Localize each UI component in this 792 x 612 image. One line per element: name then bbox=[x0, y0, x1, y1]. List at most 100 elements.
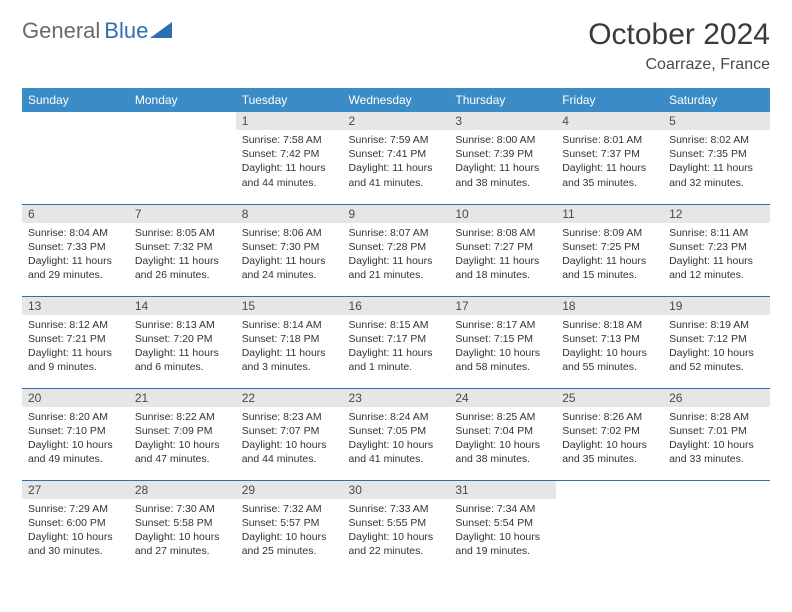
weekday-header: Saturday bbox=[663, 88, 770, 112]
day-number: 12 bbox=[663, 205, 770, 223]
logo: GeneralBlue bbox=[22, 18, 172, 44]
calendar-row: 6Sunrise: 8:04 AMSunset: 7:33 PMDaylight… bbox=[22, 204, 770, 296]
day-number: 20 bbox=[22, 389, 129, 407]
day-body: Sunrise: 7:59 AMSunset: 7:41 PMDaylight:… bbox=[343, 130, 450, 196]
calendar-cell: 16Sunrise: 8:15 AMSunset: 7:17 PMDayligh… bbox=[343, 296, 450, 388]
day-body: Sunrise: 8:07 AMSunset: 7:28 PMDaylight:… bbox=[343, 223, 450, 289]
day-number: 7 bbox=[129, 205, 236, 223]
day-number: 25 bbox=[556, 389, 663, 407]
day-number: 10 bbox=[449, 205, 556, 223]
day-body: Sunrise: 8:28 AMSunset: 7:01 PMDaylight:… bbox=[663, 407, 770, 473]
calendar-cell: 31Sunrise: 7:34 AMSunset: 5:54 PMDayligh… bbox=[449, 480, 556, 572]
logo-text-general: General bbox=[22, 18, 100, 44]
header: GeneralBlue October 2024 Coarraze, Franc… bbox=[22, 18, 770, 74]
calendar-empty-cell bbox=[556, 480, 663, 572]
day-body: Sunrise: 7:58 AMSunset: 7:42 PMDaylight:… bbox=[236, 130, 343, 196]
weekday-header: Thursday bbox=[449, 88, 556, 112]
triangle-icon bbox=[150, 20, 172, 43]
day-body: Sunrise: 8:04 AMSunset: 7:33 PMDaylight:… bbox=[22, 223, 129, 289]
day-body: Sunrise: 8:09 AMSunset: 7:25 PMDaylight:… bbox=[556, 223, 663, 289]
day-body: Sunrise: 8:12 AMSunset: 7:21 PMDaylight:… bbox=[22, 315, 129, 381]
day-number: 1 bbox=[236, 112, 343, 130]
day-body: Sunrise: 8:24 AMSunset: 7:05 PMDaylight:… bbox=[343, 407, 450, 473]
day-number: 6 bbox=[22, 205, 129, 223]
day-number: 26 bbox=[663, 389, 770, 407]
day-number: 15 bbox=[236, 297, 343, 315]
calendar-cell: 1Sunrise: 7:58 AMSunset: 7:42 PMDaylight… bbox=[236, 112, 343, 204]
day-body: Sunrise: 8:00 AMSunset: 7:39 PMDaylight:… bbox=[449, 130, 556, 196]
calendar-cell: 10Sunrise: 8:08 AMSunset: 7:27 PMDayligh… bbox=[449, 204, 556, 296]
day-number: 11 bbox=[556, 205, 663, 223]
calendar-cell: 8Sunrise: 8:06 AMSunset: 7:30 PMDaylight… bbox=[236, 204, 343, 296]
day-number: 14 bbox=[129, 297, 236, 315]
calendar-cell: 14Sunrise: 8:13 AMSunset: 7:20 PMDayligh… bbox=[129, 296, 236, 388]
calendar-cell: 21Sunrise: 8:22 AMSunset: 7:09 PMDayligh… bbox=[129, 388, 236, 480]
day-number: 30 bbox=[343, 481, 450, 499]
day-number: 29 bbox=[236, 481, 343, 499]
day-number: 23 bbox=[343, 389, 450, 407]
day-body: Sunrise: 8:15 AMSunset: 7:17 PMDaylight:… bbox=[343, 315, 450, 381]
calendar-row: 20Sunrise: 8:20 AMSunset: 7:10 PMDayligh… bbox=[22, 388, 770, 480]
calendar-cell: 3Sunrise: 8:00 AMSunset: 7:39 PMDaylight… bbox=[449, 112, 556, 204]
calendar-row: 27Sunrise: 7:29 AMSunset: 6:00 PMDayligh… bbox=[22, 480, 770, 572]
day-body: Sunrise: 8:06 AMSunset: 7:30 PMDaylight:… bbox=[236, 223, 343, 289]
calendar-cell: 18Sunrise: 8:18 AMSunset: 7:13 PMDayligh… bbox=[556, 296, 663, 388]
day-number: 8 bbox=[236, 205, 343, 223]
calendar-cell: 26Sunrise: 8:28 AMSunset: 7:01 PMDayligh… bbox=[663, 388, 770, 480]
calendar-cell: 15Sunrise: 8:14 AMSunset: 7:18 PMDayligh… bbox=[236, 296, 343, 388]
title-block: October 2024 Coarraze, France bbox=[588, 18, 770, 74]
day-body: Sunrise: 8:19 AMSunset: 7:12 PMDaylight:… bbox=[663, 315, 770, 381]
day-number: 17 bbox=[449, 297, 556, 315]
day-body: Sunrise: 8:14 AMSunset: 7:18 PMDaylight:… bbox=[236, 315, 343, 381]
calendar-cell: 20Sunrise: 8:20 AMSunset: 7:10 PMDayligh… bbox=[22, 388, 129, 480]
day-number: 21 bbox=[129, 389, 236, 407]
day-body: Sunrise: 8:26 AMSunset: 7:02 PMDaylight:… bbox=[556, 407, 663, 473]
location: Coarraze, France bbox=[588, 56, 770, 74]
day-number: 5 bbox=[663, 112, 770, 130]
day-number: 13 bbox=[22, 297, 129, 315]
calendar-cell: 17Sunrise: 8:17 AMSunset: 7:15 PMDayligh… bbox=[449, 296, 556, 388]
day-number: 18 bbox=[556, 297, 663, 315]
weekday-header: Monday bbox=[129, 88, 236, 112]
weekday-header: Wednesday bbox=[343, 88, 450, 112]
calendar-cell: 11Sunrise: 8:09 AMSunset: 7:25 PMDayligh… bbox=[556, 204, 663, 296]
calendar-table: SundayMondayTuesdayWednesdayThursdayFrid… bbox=[22, 88, 770, 572]
day-number: 3 bbox=[449, 112, 556, 130]
day-body: Sunrise: 8:25 AMSunset: 7:04 PMDaylight:… bbox=[449, 407, 556, 473]
day-body: Sunrise: 8:17 AMSunset: 7:15 PMDaylight:… bbox=[449, 315, 556, 381]
day-body: Sunrise: 8:18 AMSunset: 7:13 PMDaylight:… bbox=[556, 315, 663, 381]
day-number: 19 bbox=[663, 297, 770, 315]
day-body: Sunrise: 8:20 AMSunset: 7:10 PMDaylight:… bbox=[22, 407, 129, 473]
day-number: 2 bbox=[343, 112, 450, 130]
calendar-empty-cell bbox=[22, 112, 129, 204]
calendar-cell: 29Sunrise: 7:32 AMSunset: 5:57 PMDayligh… bbox=[236, 480, 343, 572]
day-body: Sunrise: 7:33 AMSunset: 5:55 PMDaylight:… bbox=[343, 499, 450, 565]
calendar-cell: 13Sunrise: 8:12 AMSunset: 7:21 PMDayligh… bbox=[22, 296, 129, 388]
day-number: 27 bbox=[22, 481, 129, 499]
weekday-header: Sunday bbox=[22, 88, 129, 112]
calendar-cell: 6Sunrise: 8:04 AMSunset: 7:33 PMDaylight… bbox=[22, 204, 129, 296]
calendar-cell: 12Sunrise: 8:11 AMSunset: 7:23 PMDayligh… bbox=[663, 204, 770, 296]
day-body: Sunrise: 7:29 AMSunset: 6:00 PMDaylight:… bbox=[22, 499, 129, 565]
day-number: 22 bbox=[236, 389, 343, 407]
day-body: Sunrise: 8:08 AMSunset: 7:27 PMDaylight:… bbox=[449, 223, 556, 289]
calendar-cell: 5Sunrise: 8:02 AMSunset: 7:35 PMDaylight… bbox=[663, 112, 770, 204]
weekday-header-row: SundayMondayTuesdayWednesdayThursdayFrid… bbox=[22, 88, 770, 112]
calendar-row: 13Sunrise: 8:12 AMSunset: 7:21 PMDayligh… bbox=[22, 296, 770, 388]
day-body: Sunrise: 8:23 AMSunset: 7:07 PMDaylight:… bbox=[236, 407, 343, 473]
day-body: Sunrise: 8:05 AMSunset: 7:32 PMDaylight:… bbox=[129, 223, 236, 289]
day-body: Sunrise: 8:13 AMSunset: 7:20 PMDaylight:… bbox=[129, 315, 236, 381]
calendar-empty-cell bbox=[663, 480, 770, 572]
month-title: October 2024 bbox=[588, 18, 770, 52]
day-number: 28 bbox=[129, 481, 236, 499]
day-number: 16 bbox=[343, 297, 450, 315]
day-body: Sunrise: 8:01 AMSunset: 7:37 PMDaylight:… bbox=[556, 130, 663, 196]
day-number: 4 bbox=[556, 112, 663, 130]
day-number: 24 bbox=[449, 389, 556, 407]
calendar-cell: 23Sunrise: 8:24 AMSunset: 7:05 PMDayligh… bbox=[343, 388, 450, 480]
calendar-cell: 7Sunrise: 8:05 AMSunset: 7:32 PMDaylight… bbox=[129, 204, 236, 296]
day-body: Sunrise: 8:22 AMSunset: 7:09 PMDaylight:… bbox=[129, 407, 236, 473]
logo-text-blue: Blue bbox=[104, 18, 148, 44]
calendar-cell: 27Sunrise: 7:29 AMSunset: 6:00 PMDayligh… bbox=[22, 480, 129, 572]
weekday-header: Tuesday bbox=[236, 88, 343, 112]
